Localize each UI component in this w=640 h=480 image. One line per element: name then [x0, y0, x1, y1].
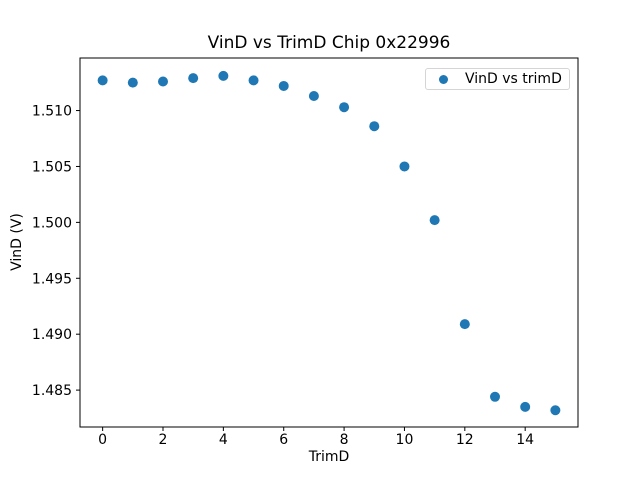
data-point: [97, 75, 108, 86]
data-point: [158, 76, 168, 87]
legend-label: VinD vs trimD: [465, 71, 562, 87]
x-tick-label: 0: [98, 432, 107, 448]
x-tick-label: 12: [456, 432, 474, 448]
data-point: [550, 405, 561, 416]
y-tick-label: 1.495: [32, 271, 72, 287]
data-point: [339, 102, 350, 113]
y-tick-label: 1.490: [32, 327, 72, 343]
x-tick-label: 10: [396, 432, 414, 448]
data-point: [248, 75, 259, 86]
data-point: [188, 73, 199, 84]
x-tick-label: 6: [279, 432, 288, 448]
chart-title: VinD vs TrimD Chip 0x22996: [207, 33, 451, 53]
legend-marker-dot: [439, 74, 448, 84]
data-point: [520, 401, 531, 412]
data-point: [399, 161, 410, 172]
x-tick-label: 14: [516, 432, 534, 448]
x-axis-label: TrimD: [308, 449, 350, 465]
data-point: [218, 70, 229, 81]
data-point: [278, 80, 289, 91]
x-tick-label: 2: [159, 432, 168, 448]
y-tick-label: 1.485: [32, 383, 72, 399]
data-point: [127, 77, 138, 88]
y-tick-label: 1.510: [32, 104, 72, 120]
x-tick-label: 8: [340, 432, 349, 448]
x-tick-label: 4: [219, 432, 228, 448]
data-point: [429, 215, 440, 226]
y-axis-label: VinD (V): [9, 213, 25, 271]
data-point: [369, 121, 380, 132]
legend: VinD vs trimD: [425, 68, 570, 90]
data-point: [308, 91, 319, 102]
y-tick-label: 1.500: [32, 215, 72, 231]
axes-spines: [79, 57, 579, 428]
data-point: [459, 319, 470, 330]
y-tick-label: 1.505: [32, 159, 72, 175]
data-point: [490, 391, 500, 402]
